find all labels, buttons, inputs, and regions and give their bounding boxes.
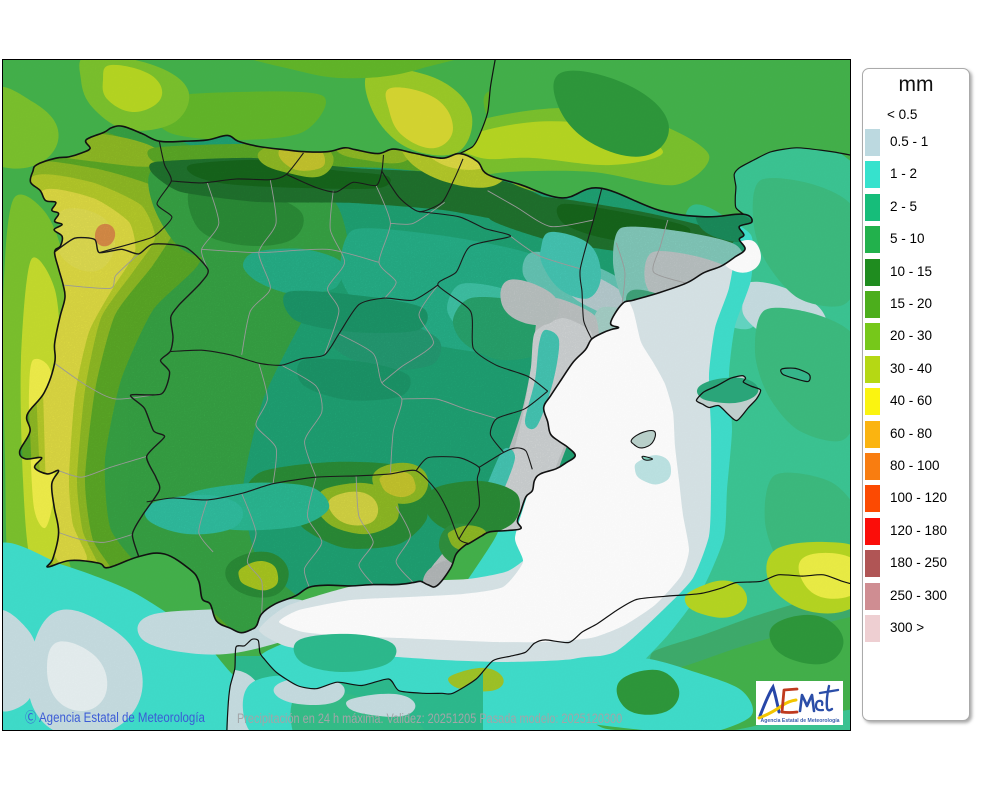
svg-text:Agencia Estatal de Meteorologí: Agencia Estatal de Meteorología [761,718,841,724]
